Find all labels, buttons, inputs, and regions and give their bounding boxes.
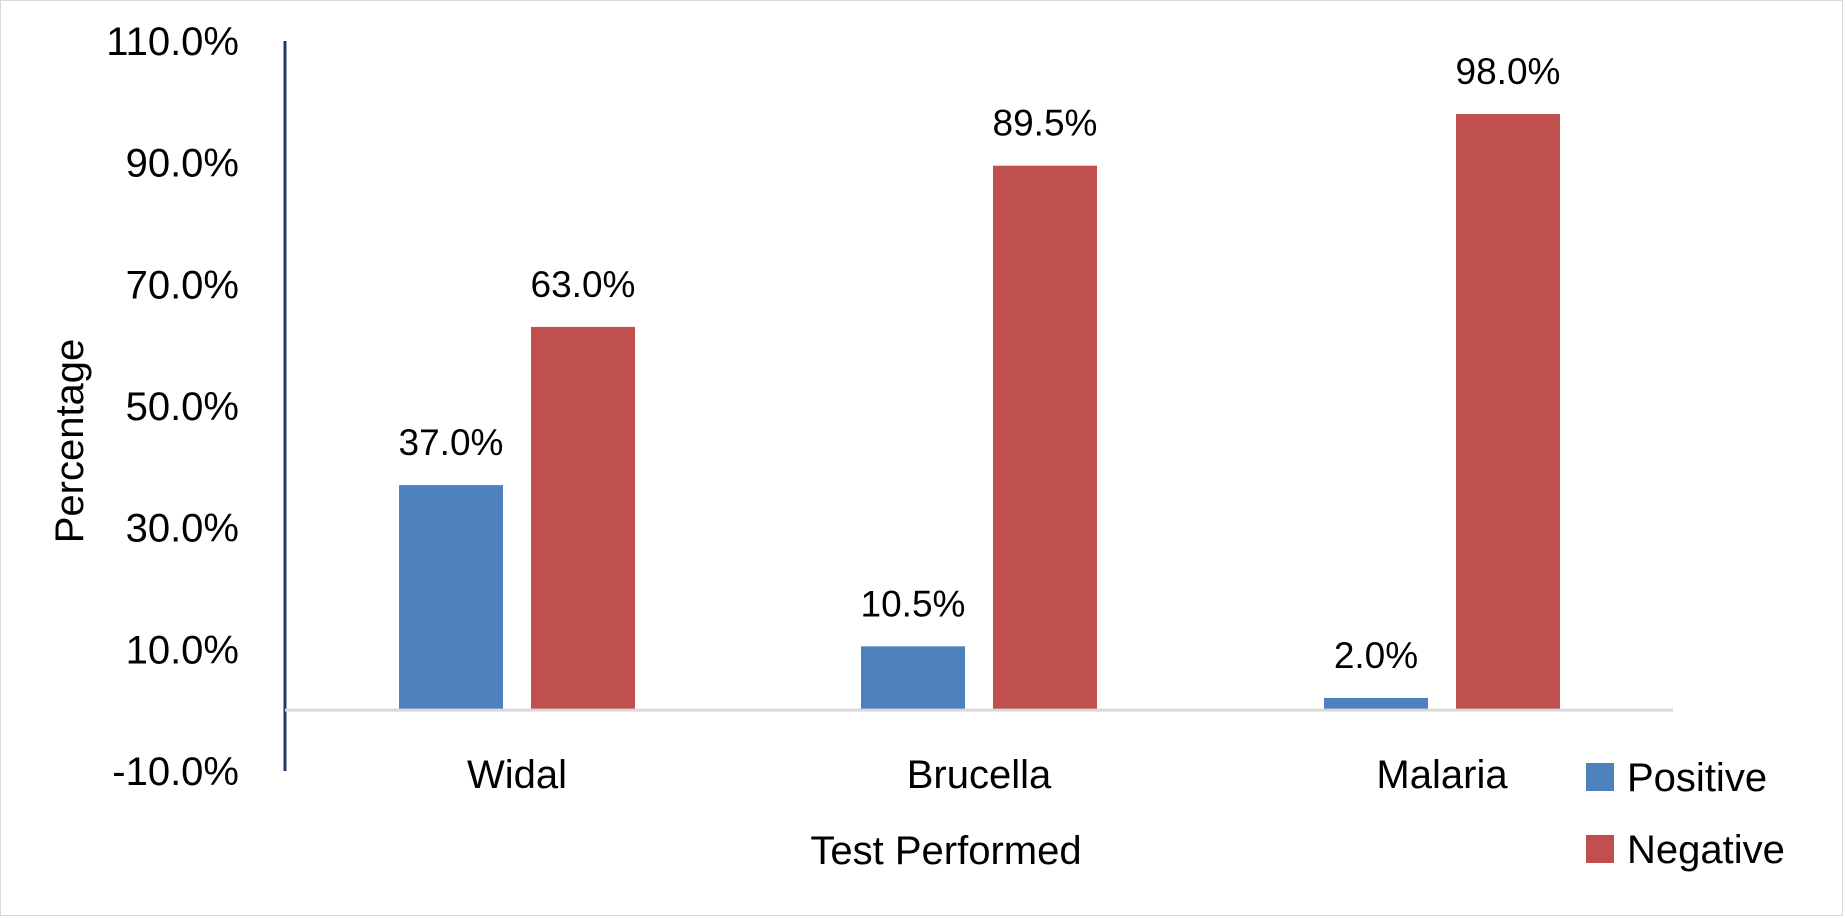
category-label-malaria: Malaria <box>1376 753 1508 797</box>
bars <box>399 114 1560 711</box>
legend-label-positive: Positive <box>1627 756 1767 800</box>
y-tick-label: -10.0% <box>112 750 239 794</box>
data-label-positive-brucella: 10.5% <box>861 583 966 624</box>
y-tick-label: 10.0% <box>126 628 239 672</box>
legend-swatch-negative <box>1586 835 1614 863</box>
data-labels: 37.0% 63.0% 10.5% 89.5% 2.0% 98.0% <box>399 51 1561 676</box>
bar-negative-widal <box>531 326 635 711</box>
y-tick-label: 50.0% <box>126 385 239 429</box>
y-tick-label: 30.0% <box>126 507 239 551</box>
x-axis-title: Test Performed <box>810 829 1081 873</box>
y-tick-label: 90.0% <box>126 142 239 186</box>
bar-negative-malaria <box>1456 114 1560 711</box>
bar-negative-brucella <box>993 165 1097 711</box>
data-label-positive-malaria: 2.0% <box>1334 635 1418 676</box>
data-label-negative-widal: 63.0% <box>531 264 636 305</box>
data-label-negative-malaria: 98.0% <box>1456 51 1561 92</box>
y-tick-label: 110.0% <box>106 20 239 64</box>
category-label-widal: Widal <box>467 753 567 797</box>
y-tick-labels: -10.0% 10.0% 30.0% 50.0% 70.0% 90.0% 110.0% <box>106 20 239 794</box>
data-label-positive-widal: 37.0% <box>399 422 504 463</box>
data-label-negative-brucella: 89.5% <box>993 103 1098 144</box>
category-labels: Widal Brucella Malaria <box>467 753 1508 797</box>
category-label-brucella: Brucella <box>907 753 1052 797</box>
legend-label-negative: Negative <box>1627 828 1785 872</box>
legend-swatch-positive <box>1586 763 1614 791</box>
y-axis-title: Percentage <box>48 339 92 544</box>
bar-positive-widal <box>399 485 503 711</box>
bar-positive-brucella <box>861 646 965 711</box>
legend: Positive Negative <box>1586 756 1785 872</box>
bar-positive-malaria <box>1324 698 1428 711</box>
y-tick-label: 70.0% <box>126 263 239 307</box>
